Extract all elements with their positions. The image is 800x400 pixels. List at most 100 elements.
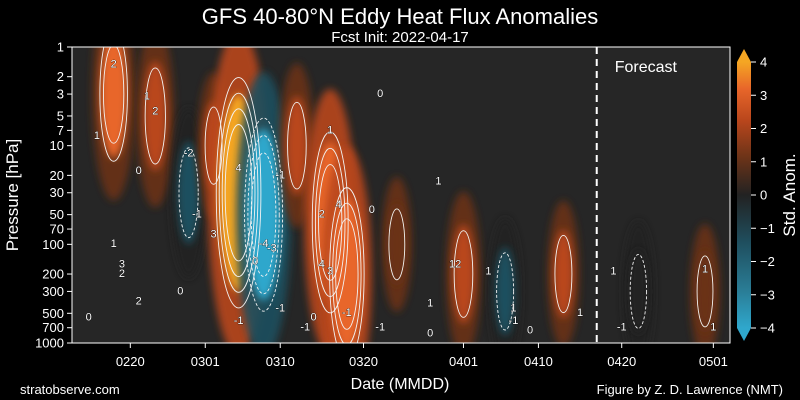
contour-ring <box>218 92 259 293</box>
contour-ring <box>250 152 277 277</box>
forecast-label: Forecast <box>615 59 678 76</box>
x-axis-label: Date (MMDD) <box>351 376 450 393</box>
contour-label: 2 <box>111 58 117 70</box>
contour-label: 0 <box>136 165 142 177</box>
x-tick-label: 0420 <box>607 354 636 369</box>
contour-ring <box>287 101 307 190</box>
contour-ring <box>496 252 515 331</box>
contour-label: -1 <box>342 307 352 319</box>
contour-ring <box>178 147 199 239</box>
contour-ring <box>99 47 128 162</box>
contour-label: 0 <box>252 256 258 268</box>
contour-ring <box>453 230 474 318</box>
contour-label: 1 <box>510 303 516 315</box>
contour-label: 1 <box>577 307 583 319</box>
contour-label: 1 <box>610 266 616 278</box>
contour-label: 1 <box>111 238 117 250</box>
anomaly-cell <box>177 141 200 245</box>
anomaly-cell <box>553 229 574 319</box>
colorbar-tick-label: 2 <box>760 121 767 136</box>
anomaly-cell <box>695 250 715 332</box>
contour-lines <box>99 47 714 343</box>
y-tick-label: 2 <box>57 69 64 84</box>
colorbar-min-arrow <box>737 328 751 341</box>
y-tick-label: 70 <box>50 222 64 237</box>
contour-label: -1 <box>192 209 202 221</box>
contour-ring <box>204 106 223 185</box>
anomaly-cell <box>143 61 168 171</box>
contour-label: 0 <box>86 311 92 323</box>
contour-ring <box>335 218 359 330</box>
anomaly-cell <box>387 203 407 285</box>
y-tick-label: 1000 <box>35 336 64 351</box>
contour-label: 1 <box>144 91 150 103</box>
contour-label: -1 <box>300 322 310 334</box>
contour-ring <box>103 47 125 144</box>
contour-ring <box>388 208 406 281</box>
contour-ring <box>629 253 648 329</box>
y-tick-label: 100 <box>42 237 64 252</box>
contour-label: 3 <box>211 229 217 241</box>
contour-label: -2 <box>184 147 194 159</box>
contour-label: 1 <box>427 298 433 310</box>
contour-label: 0 <box>177 285 183 297</box>
contour-label: 4 <box>236 162 242 174</box>
x-tick-label: 0401 <box>449 354 478 369</box>
contour-ring <box>554 234 573 314</box>
y-tick-label: 200 <box>42 267 64 282</box>
contour-label: 1 <box>435 175 441 187</box>
contour-label: -1 <box>275 303 285 315</box>
contour-label: 1 <box>710 322 716 334</box>
x-axis: 0220 0301 0310 0320 0401 0410 0420 0501 <box>116 343 728 369</box>
chart-title: GFS 40-80°N Eddy Heat Flux Anomalies <box>202 4 598 29</box>
anomaly-cell <box>100 47 128 158</box>
contour-label: 1 <box>702 263 708 275</box>
contour-label: -1 <box>375 322 385 334</box>
contour-label: 2 <box>136 295 142 307</box>
y-tick-label: 1 <box>57 40 64 55</box>
y-tick-label: 30 <box>50 185 64 200</box>
x-tick-label: 0220 <box>116 354 145 369</box>
anomaly-cell <box>452 224 475 324</box>
y-tick-label: 10 <box>50 138 64 153</box>
x-tick-label: 0501 <box>699 354 728 369</box>
y-tick-label: 7 <box>57 123 64 138</box>
contour-ring <box>144 67 166 165</box>
contour-ring <box>332 202 362 343</box>
colorbar-tick-label: −2 <box>760 254 775 269</box>
contour-ring <box>311 131 349 314</box>
colorbar-tick-label: −1 <box>760 221 775 236</box>
contour-ring <box>329 187 365 343</box>
anomaly-cell <box>495 247 515 336</box>
colorbar-max-arrow <box>737 49 751 62</box>
contour-label: 0 <box>377 88 383 100</box>
contour-ring <box>221 108 256 278</box>
contour-label: -4 <box>259 238 269 250</box>
contour-label: 2 <box>319 209 325 221</box>
chart-subtitle: Fcst Init: 2022-04-17 <box>331 29 469 46</box>
contour-label: 0 <box>310 311 316 323</box>
contour-label: -1 <box>234 315 244 327</box>
y-axis-label: Pressure [hPa] <box>3 139 22 251</box>
y-tick-label: 50 <box>50 207 64 222</box>
contour-label: 0 <box>369 204 375 216</box>
anomaly-cell <box>628 249 648 334</box>
plot-frame <box>71 46 731 344</box>
contour-label: 2 <box>152 105 158 117</box>
colorbar-tick-label: 1 <box>760 154 767 169</box>
x-tick-label: 0301 <box>191 354 220 369</box>
x-tick-label: 0410 <box>524 354 553 369</box>
contour-label: 2 <box>119 268 125 280</box>
contour-label: 0 <box>527 325 533 337</box>
contour-label: 4 <box>335 199 341 211</box>
anomaly-cell <box>286 96 308 196</box>
y-tick-label: 300 <box>42 284 64 299</box>
y-tick-label: 500 <box>42 306 64 321</box>
contour-ring <box>244 117 284 312</box>
contour-label: 4 <box>319 258 325 270</box>
contour-label: -1 <box>617 322 627 334</box>
